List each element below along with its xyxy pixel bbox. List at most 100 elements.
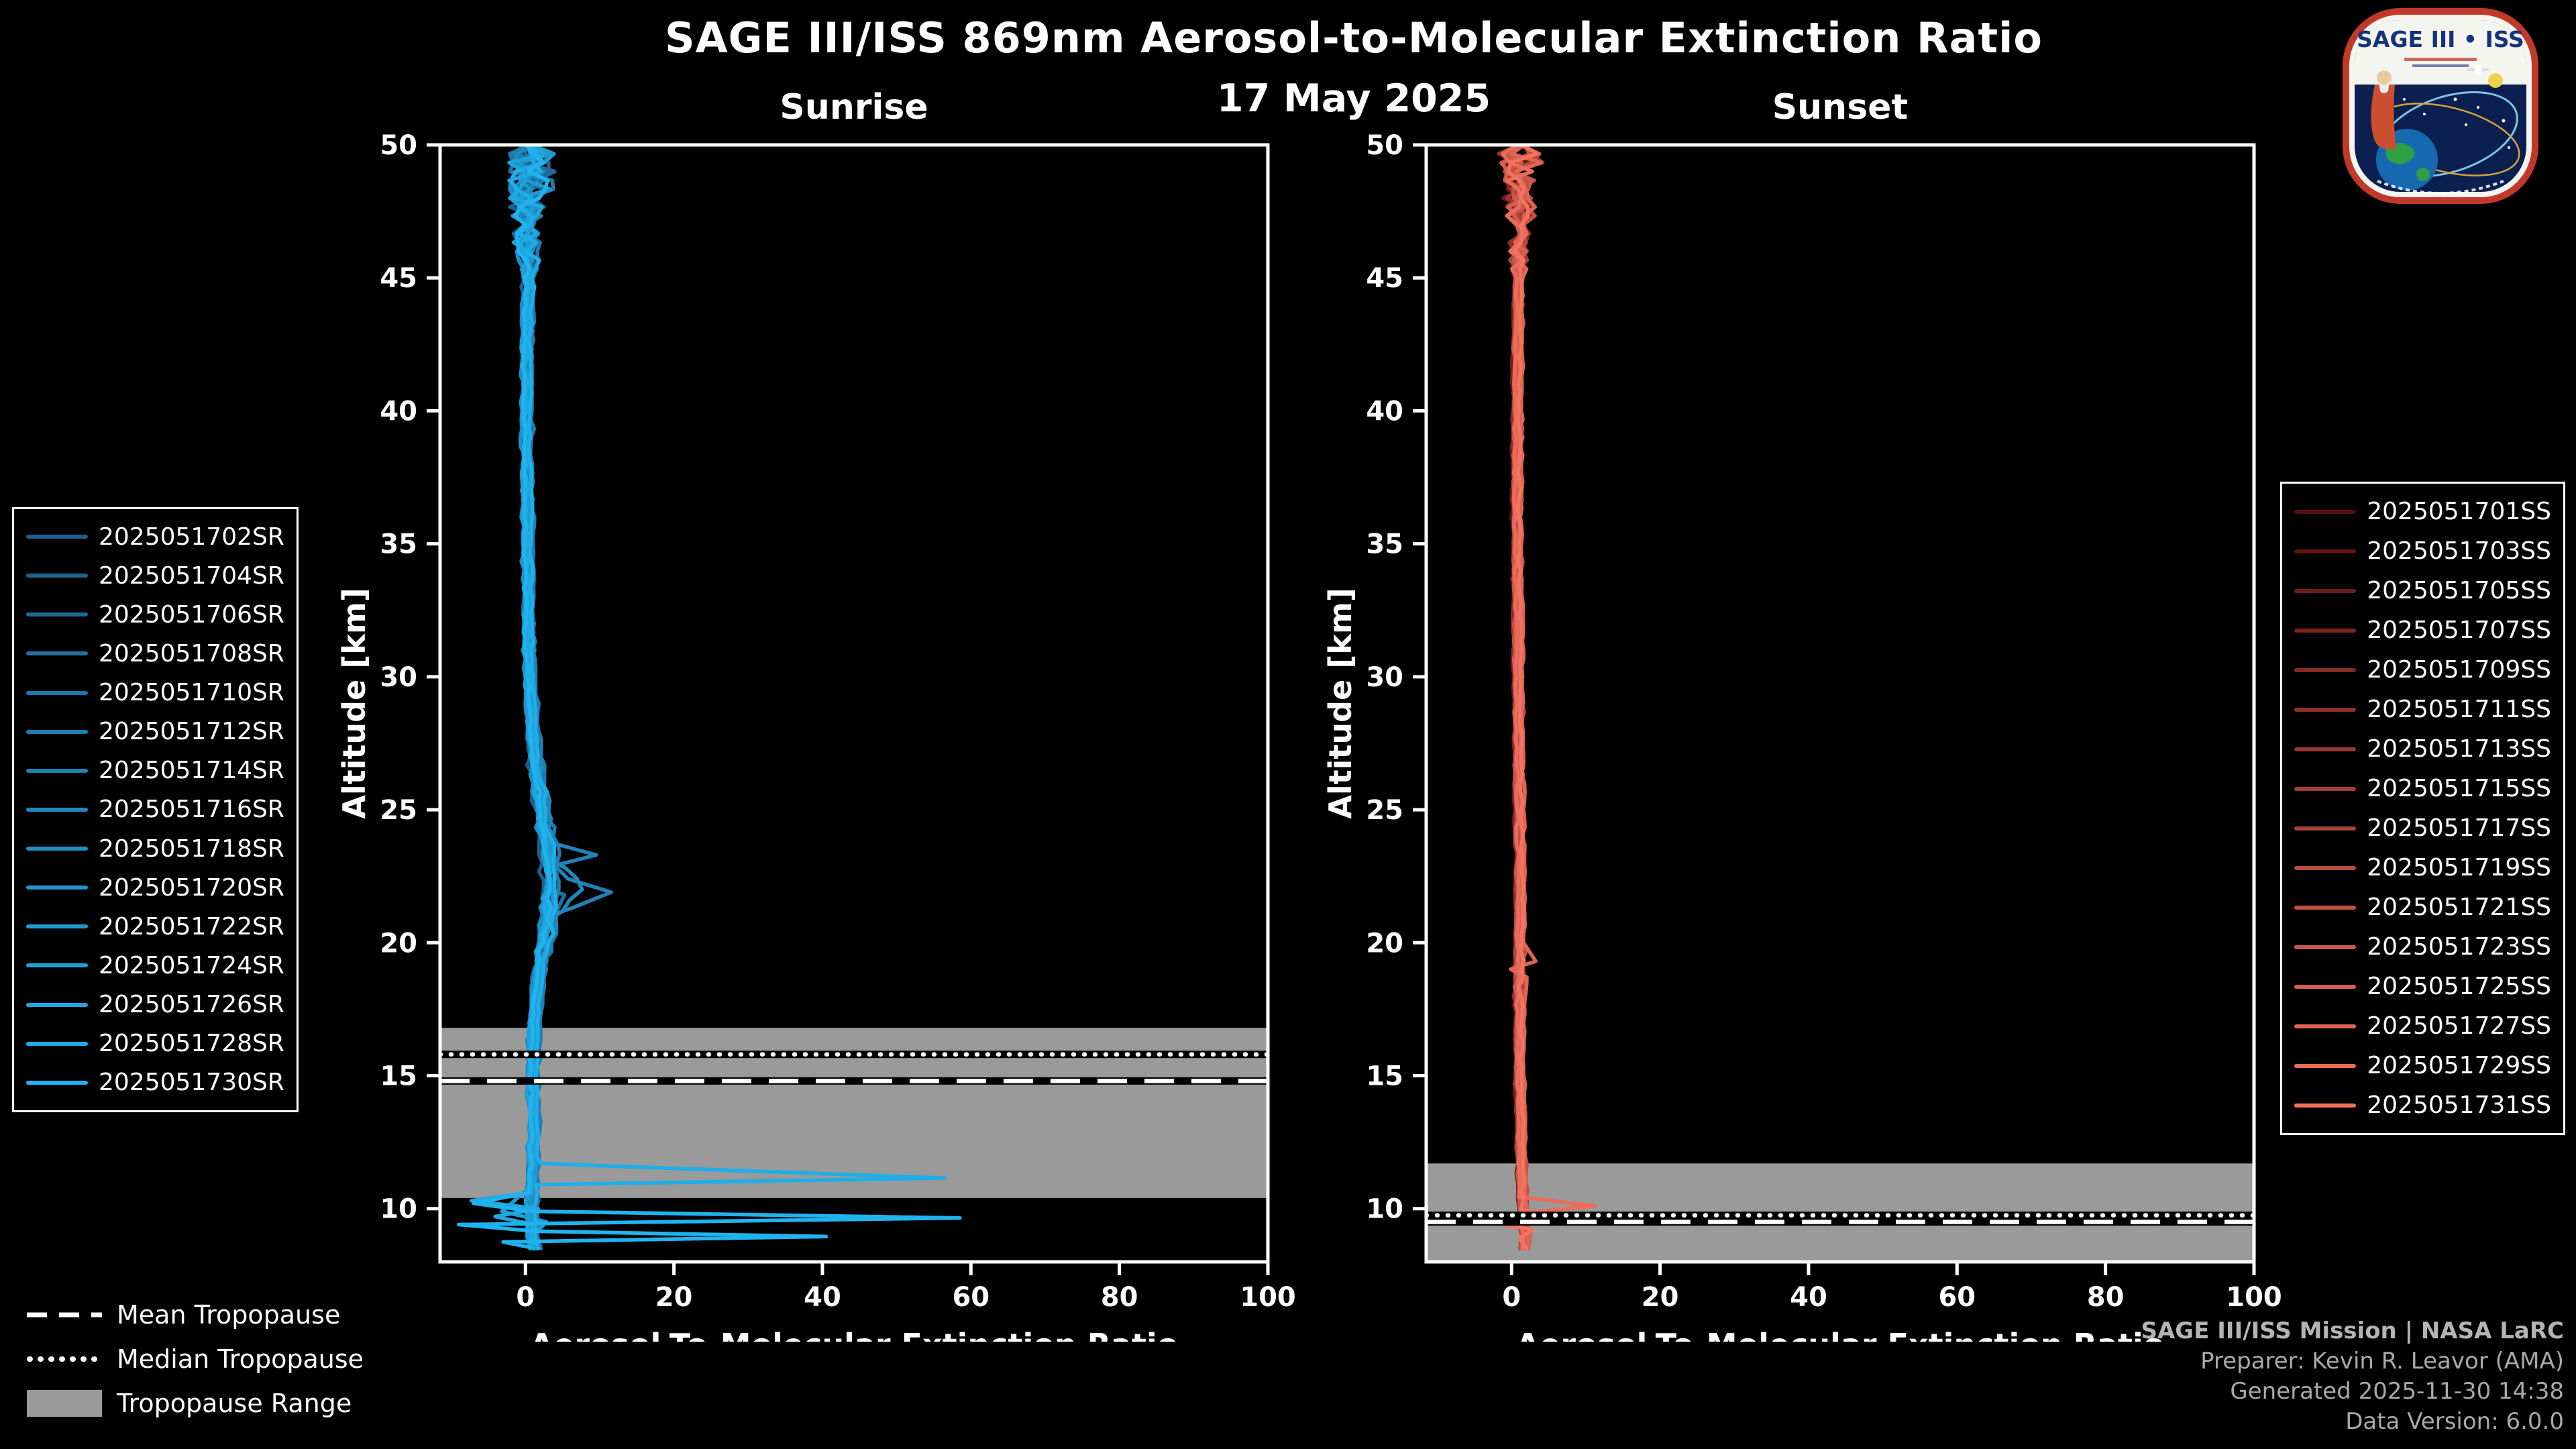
legend-line-sample: [2294, 984, 2357, 989]
y-tick-label: 30: [1366, 662, 1403, 693]
plot-frame: [1424, 143, 2256, 1264]
x-tick-label: 0: [1502, 1282, 1521, 1313]
dotted-line-sample: [27, 1355, 102, 1363]
x-axis-label: Aerosol-To-Molecular Extinction Ratio: [530, 1327, 1179, 1342]
legend-label: 2025051706SR: [99, 600, 284, 629]
legend-item: 2025051718SR: [26, 835, 284, 863]
legend-line-sample: [26, 690, 88, 695]
iss-graphic: [2467, 65, 2489, 74]
profile-line-2025051729SS: [1501, 145, 1597, 1250]
y-axis-label: Altitude [km]: [1322, 588, 1358, 819]
legend-label: 2025051713SS: [2367, 735, 2551, 763]
tropopause-legend: Mean Tropopause Median Tropopause Tropop…: [27, 1300, 364, 1418]
legend-label: 2025051722SR: [99, 912, 284, 941]
legend-line-sample: [26, 807, 88, 812]
x-tick-label: 0: [516, 1282, 535, 1313]
legend-item: 2025051705SS: [2294, 577, 2551, 604]
mean-tropopause-label: Mean Tropopause: [117, 1300, 341, 1330]
tropopause-range-label: Tropopause Range: [117, 1389, 352, 1418]
tropopause-range-swatch: [27, 1390, 102, 1417]
legend-line-sample: [26, 1080, 88, 1085]
legend-label: 2025051710SR: [99, 679, 284, 707]
y-tick-label: 35: [1366, 529, 1403, 560]
legend-label: 2025051714SR: [99, 757, 284, 785]
legend-line-sample: [26, 729, 88, 734]
x-tick-label: 60: [952, 1282, 989, 1313]
legend-line-sample: [2294, 1063, 2357, 1068]
median-tropopause-label: Median Tropopause: [117, 1344, 364, 1374]
y-tick-label: 50: [380, 130, 417, 161]
x-tick-label: 20: [655, 1282, 693, 1313]
legend-item: 2025051701SS: [2294, 498, 2551, 525]
legend-line-sample: [2294, 1103, 2357, 1108]
legend-line-sample: [26, 574, 88, 578]
sage-figure: [2371, 85, 2396, 149]
x-tick-label: 80: [1101, 1282, 1138, 1313]
legend-item: 2025051722SR: [26, 913, 284, 941]
legend-label: 2025051701SS: [2367, 498, 2551, 525]
x-tick-label: 20: [1642, 1282, 1679, 1313]
legend-item: 2025051711SS: [2294, 696, 2551, 723]
y-tick-label: 45: [1366, 263, 1403, 294]
legend-line-sample: [26, 924, 88, 929]
legend-item: 2025051713SS: [2294, 735, 2551, 763]
legend-label: 2025051702SR: [99, 523, 284, 551]
credits: SAGE III/ISS Mission | NASA LaRC Prepare…: [2141, 1316, 2565, 1437]
figure-title: SAGE III/ISS 869nm Aerosol-to-Molecular …: [664, 13, 2043, 62]
credit-preparer: Preparer: Kevin R. Leavor (AMA): [2200, 1348, 2564, 1375]
sunrise-chart: 10 15 20 25 30 35 40 45 50 0 20 40 60 80 100 Altitude […: [336, 130, 1296, 1342]
y-tick-label: 50: [1366, 130, 1403, 161]
legend-line-sample: [26, 535, 88, 539]
legend-label: 2025051705SS: [2367, 577, 2551, 604]
legend-item: 2025051707SS: [2294, 616, 2551, 644]
legend-label: 2025051723SS: [2367, 933, 2551, 961]
legend-item: 2025051708SR: [26, 640, 284, 667]
legend-label: 2025051729SS: [2367, 1052, 2551, 1079]
y-tick-label: 40: [1366, 396, 1403, 427]
x-tick-label: 100: [2226, 1282, 2282, 1313]
y-tick-label: 20: [1366, 928, 1403, 959]
legend-label: 2025051715SS: [2367, 775, 2551, 802]
legend-line-sample: [2294, 667, 2357, 672]
legend-item: 2025051719SS: [2294, 854, 2551, 881]
y-tick-label: 20: [380, 928, 417, 959]
legend-item: 2025051702SR: [26, 523, 284, 551]
legend-label: 2025051708SR: [99, 639, 284, 667]
legend-line-sample: [26, 963, 88, 968]
legend-line-sample: [26, 847, 88, 851]
legend-label: 2025051730SR: [99, 1069, 284, 1097]
legend-line-sample: [26, 1002, 88, 1007]
median-tropopause-legend-item: Median Tropopause: [27, 1344, 364, 1374]
legend-item: 2025051724SR: [26, 952, 284, 979]
y-axis-label: Altitude [km]: [336, 588, 372, 819]
legend-label: 2025051717SS: [2367, 814, 2551, 842]
legend-line-sample: [2294, 747, 2357, 751]
y-tick-label: 30: [380, 662, 417, 693]
logo-title: SAGE III • ISS: [2357, 26, 2524, 52]
legend-item: 2025051726SR: [26, 991, 284, 1018]
legend-line-sample: [26, 885, 88, 890]
y-tick-label: 15: [380, 1061, 417, 1092]
y-tick-label: 25: [1366, 795, 1403, 826]
x-tick-label: 80: [2087, 1282, 2125, 1313]
sunrise-legend: 2025051702SR 2025051704SR 2025051706SR 2025…: [12, 507, 299, 1112]
credit-mission: SAGE III/ISS Mission | NASA LaRC: [2141, 1318, 2565, 1344]
dashed-line-sample: [27, 1311, 102, 1319]
legend-line-sample: [26, 612, 88, 617]
x-tick-label: 60: [1938, 1282, 1976, 1313]
legend-item: 2025051712SR: [26, 718, 284, 745]
legend-label: 2025051718SR: [99, 835, 284, 863]
figure-date: 17 May 2025: [1216, 76, 1491, 121]
legend-line-sample: [26, 651, 88, 656]
legend-label: 2025051709SS: [2367, 656, 2551, 684]
legend-label: 2025051721SS: [2367, 894, 2551, 921]
legend-item: 2025051725SS: [2294, 973, 2551, 1000]
legend-label: 2025051704SR: [99, 561, 284, 590]
legend-item: 2025051710SR: [26, 679, 284, 706]
x-axis-label: Aerosol-To-Molecular Extinction Ratio: [1516, 1327, 2165, 1342]
legend-line-sample: [2294, 826, 2357, 830]
sunset-panel-title: Sunset: [1772, 87, 1909, 127]
sunset-chart: 10 15 20 25 30 35 40 45 50 0 20 40 60 80 100 Altitude […: [1322, 130, 2282, 1342]
x-tick-label: 100: [1240, 1282, 1296, 1313]
y-tick-label: 10: [1366, 1194, 1403, 1225]
